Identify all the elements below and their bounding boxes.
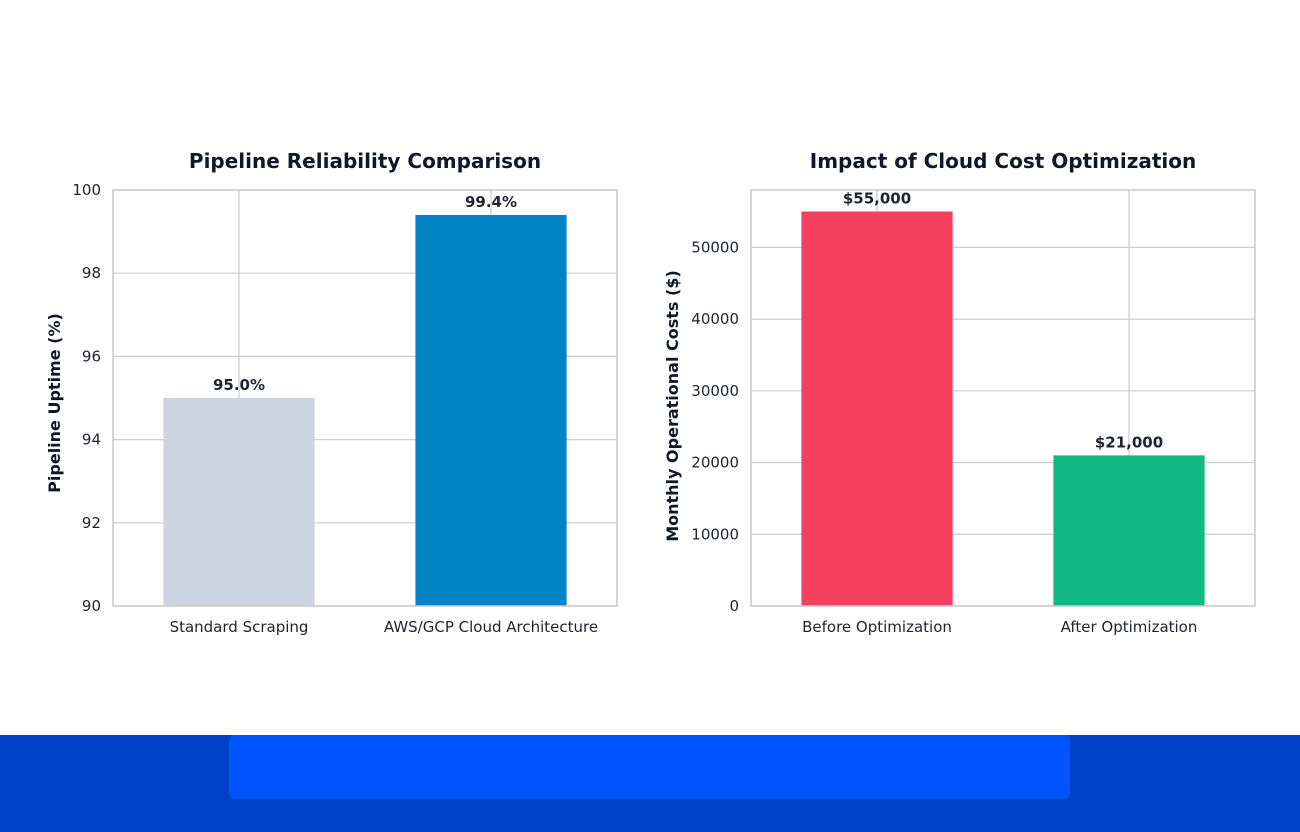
bar <box>801 211 953 606</box>
bar <box>1053 455 1205 606</box>
x-tick-label: After Optimization <box>1061 618 1198 636</box>
y-tick-label: 94 <box>82 431 101 449</box>
footer-tab-left <box>0 735 224 775</box>
y-tick-label: 0 <box>729 597 739 615</box>
footer-tab-right <box>1075 735 1300 775</box>
y-tick-label: 10000 <box>691 525 739 543</box>
y-tick-label: 50000 <box>691 238 739 256</box>
bar <box>163 398 315 606</box>
bar-value-label: $55,000 <box>843 190 911 208</box>
x-tick-label: Before Optimization <box>802 618 952 636</box>
plot-frame <box>112 189 618 607</box>
y-tick-label: 90 <box>82 597 101 615</box>
bar-value-label: $21,000 <box>1095 433 1163 451</box>
x-tick-label: Standard Scraping <box>170 618 309 636</box>
chart-title: Pipeline Reliability Comparison <box>189 149 541 173</box>
bar-value-label: 95.0% <box>213 376 265 394</box>
y-tick-label: 20000 <box>691 454 739 472</box>
y-axis-label: Monthly Operational Costs ($) <box>663 270 682 542</box>
y-tick-label: 100 <box>72 181 101 199</box>
y-tick-label: 96 <box>82 347 101 365</box>
footer-band <box>229 735 1070 799</box>
bar-value-label: 99.4% <box>465 193 517 211</box>
chart-title: Impact of Cloud Cost Optimization <box>810 149 1196 173</box>
y-axis-label: Pipeline Uptime (%) <box>45 313 64 493</box>
y-tick-label: 40000 <box>691 310 739 328</box>
y-tick-label: 30000 <box>691 382 739 400</box>
charts-canvas: 95.0% 99.4% 90 92 94 96 98 100 Standard Scraping… <box>45 149 1256 636</box>
y-tick-label: 92 <box>82 514 101 532</box>
plot-frame <box>750 189 1256 607</box>
x-tick-label: AWS/GCP Cloud Architecture <box>384 618 598 636</box>
bar <box>415 214 567 606</box>
y-tick-label: 98 <box>82 264 101 282</box>
